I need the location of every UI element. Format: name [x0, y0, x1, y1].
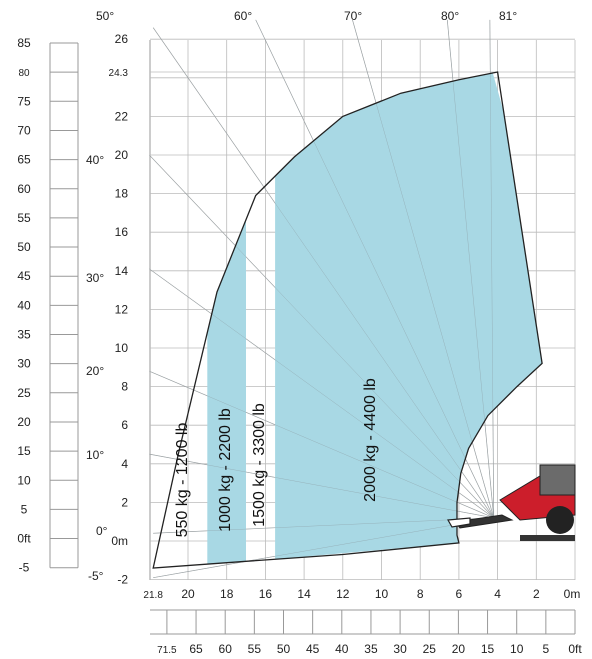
- x-tick-label: 8: [417, 587, 424, 601]
- feet-y-tick-label: 10: [17, 473, 31, 487]
- angle-label: 70°: [344, 9, 362, 23]
- y-tick-label: 4: [121, 457, 128, 471]
- angle-label: -5°: [88, 569, 104, 583]
- feet-x-tick-label: 15: [481, 642, 495, 656]
- feet-x-tick-label: 60: [219, 642, 233, 656]
- feet-y-tick-label: 80: [18, 68, 30, 79]
- x-tick-label: 6: [456, 587, 463, 601]
- fork-carriage: [447, 517, 471, 528]
- y-tick-label: 6: [121, 418, 128, 432]
- x-tick-label: 20: [181, 587, 195, 601]
- feet-y-tick-label: -5: [19, 561, 30, 575]
- y-tick-label: 2: [121, 495, 128, 509]
- feet-y-tick-label: 0ft: [17, 532, 31, 546]
- y-tick-label: 22: [115, 109, 129, 123]
- feet-y-tick-label: 30: [17, 357, 31, 371]
- feet-x-tick-label: 0ft: [568, 642, 582, 656]
- x-tick-label: 10: [375, 587, 389, 601]
- x-tick-label: 14: [297, 587, 311, 601]
- angle-ray-overlay: [149, 370, 494, 519]
- machine-cab: [539, 464, 576, 496]
- machine-wheel: [546, 506, 574, 534]
- x-tick-label: 21.8: [143, 590, 163, 601]
- y-tick-label: 18: [115, 187, 129, 201]
- feet-x-tick-label: 55: [248, 642, 262, 656]
- y-tick-label: 16: [115, 225, 129, 239]
- feet-y-tick-label: 20: [17, 415, 31, 429]
- feet-y-tick-label: 35: [17, 328, 31, 342]
- y-tick-label: 20: [115, 148, 129, 162]
- y-tick-label: 26: [115, 32, 129, 46]
- feet-x-tick-label: 45: [306, 642, 320, 656]
- angle-ray-overlay: [149, 268, 494, 519]
- angle-label: 81°: [499, 9, 517, 23]
- feet-y-tick-label: 55: [17, 211, 31, 225]
- load-zone-4: [275, 73, 543, 560]
- angle-ray-overlay: [149, 154, 494, 519]
- telehandler-icon: [447, 464, 576, 541]
- angle-ray-overlay: [447, 19, 494, 518]
- feet-y-tick-label: 5: [21, 502, 28, 516]
- feet-x-tick-label: 71.5: [157, 645, 177, 656]
- feet-y-tick-label: 75: [17, 94, 31, 108]
- angle-ray-overlay: [153, 517, 494, 534]
- angle-label: 20°: [86, 364, 104, 378]
- feet-x-tick-label: 30: [393, 642, 407, 656]
- y-tick-label: 14: [115, 264, 129, 278]
- y-tick-label: 24.3: [109, 68, 129, 79]
- feet-x-tick-label: 25: [423, 642, 437, 656]
- angle-ray-overlay: [489, 19, 494, 518]
- feet-y-tick-label: 65: [17, 153, 31, 167]
- feet-y-tick-label: 70: [17, 123, 31, 137]
- angle-label: 10°: [86, 448, 104, 462]
- angle-ray-overlay: [149, 453, 494, 519]
- x-tick-label: 16: [259, 587, 273, 601]
- y-tick-label: 12: [115, 302, 129, 316]
- feet-x-tick-label: 20: [452, 642, 466, 656]
- feet-x-tick-label: 10: [510, 642, 524, 656]
- feet-y-tick-label: 45: [17, 269, 31, 283]
- load-zone-label: 1500 kg - 3300 lb: [251, 403, 268, 527]
- feet-y-tick-label: 15: [17, 444, 31, 458]
- feet-x-tick-label: 5: [543, 642, 550, 656]
- machine-chassis: [520, 535, 575, 541]
- load-zone-label: 550 kg - 1200 lb: [174, 423, 191, 538]
- angle-ray-overlay: [255, 19, 494, 518]
- load-zone-label: 2000 kg - 4400 lb: [362, 378, 379, 502]
- feet-x-tick-label: 35: [364, 642, 378, 656]
- x-tick-label: 0m: [564, 587, 581, 601]
- x-tick-label: 4: [494, 587, 501, 601]
- angle-label: 60°: [234, 9, 252, 23]
- angle-label: 80°: [441, 9, 459, 23]
- y-tick-label: -2: [117, 573, 128, 587]
- angle-ray-overlay: [152, 27, 494, 518]
- angle-label: 40°: [86, 153, 104, 167]
- angle-label: 0°: [96, 524, 108, 538]
- angle-label: 30°: [86, 271, 104, 285]
- load-envelope-outline: [152, 71, 543, 569]
- load-zone-label: 1000 kg - 2200 lb: [217, 408, 234, 532]
- y-tick-label: 8: [121, 380, 128, 394]
- y-tick-label: 0m: [111, 534, 128, 548]
- angle-ray-overlay: [153, 517, 494, 578]
- x-tick-label: 2: [533, 587, 540, 601]
- x-tick-label: 18: [220, 587, 234, 601]
- feet-y-tick-label: 60: [17, 182, 31, 196]
- y-tick-label: 10: [115, 341, 129, 355]
- angle-label: 50°: [96, 9, 114, 23]
- feet-x-tick-label: 40: [335, 642, 349, 656]
- x-tick-label: 12: [336, 587, 350, 601]
- feet-y-tick-label: 50: [17, 240, 31, 254]
- feet-y-tick-label: 85: [17, 36, 31, 50]
- load-zone-2: [207, 219, 246, 565]
- feet-y-tick-label: 40: [17, 298, 31, 312]
- feet-y-tick-label: 25: [17, 386, 31, 400]
- feet-x-tick-label: 50: [277, 642, 291, 656]
- feet-x-tick-label: 65: [189, 642, 203, 656]
